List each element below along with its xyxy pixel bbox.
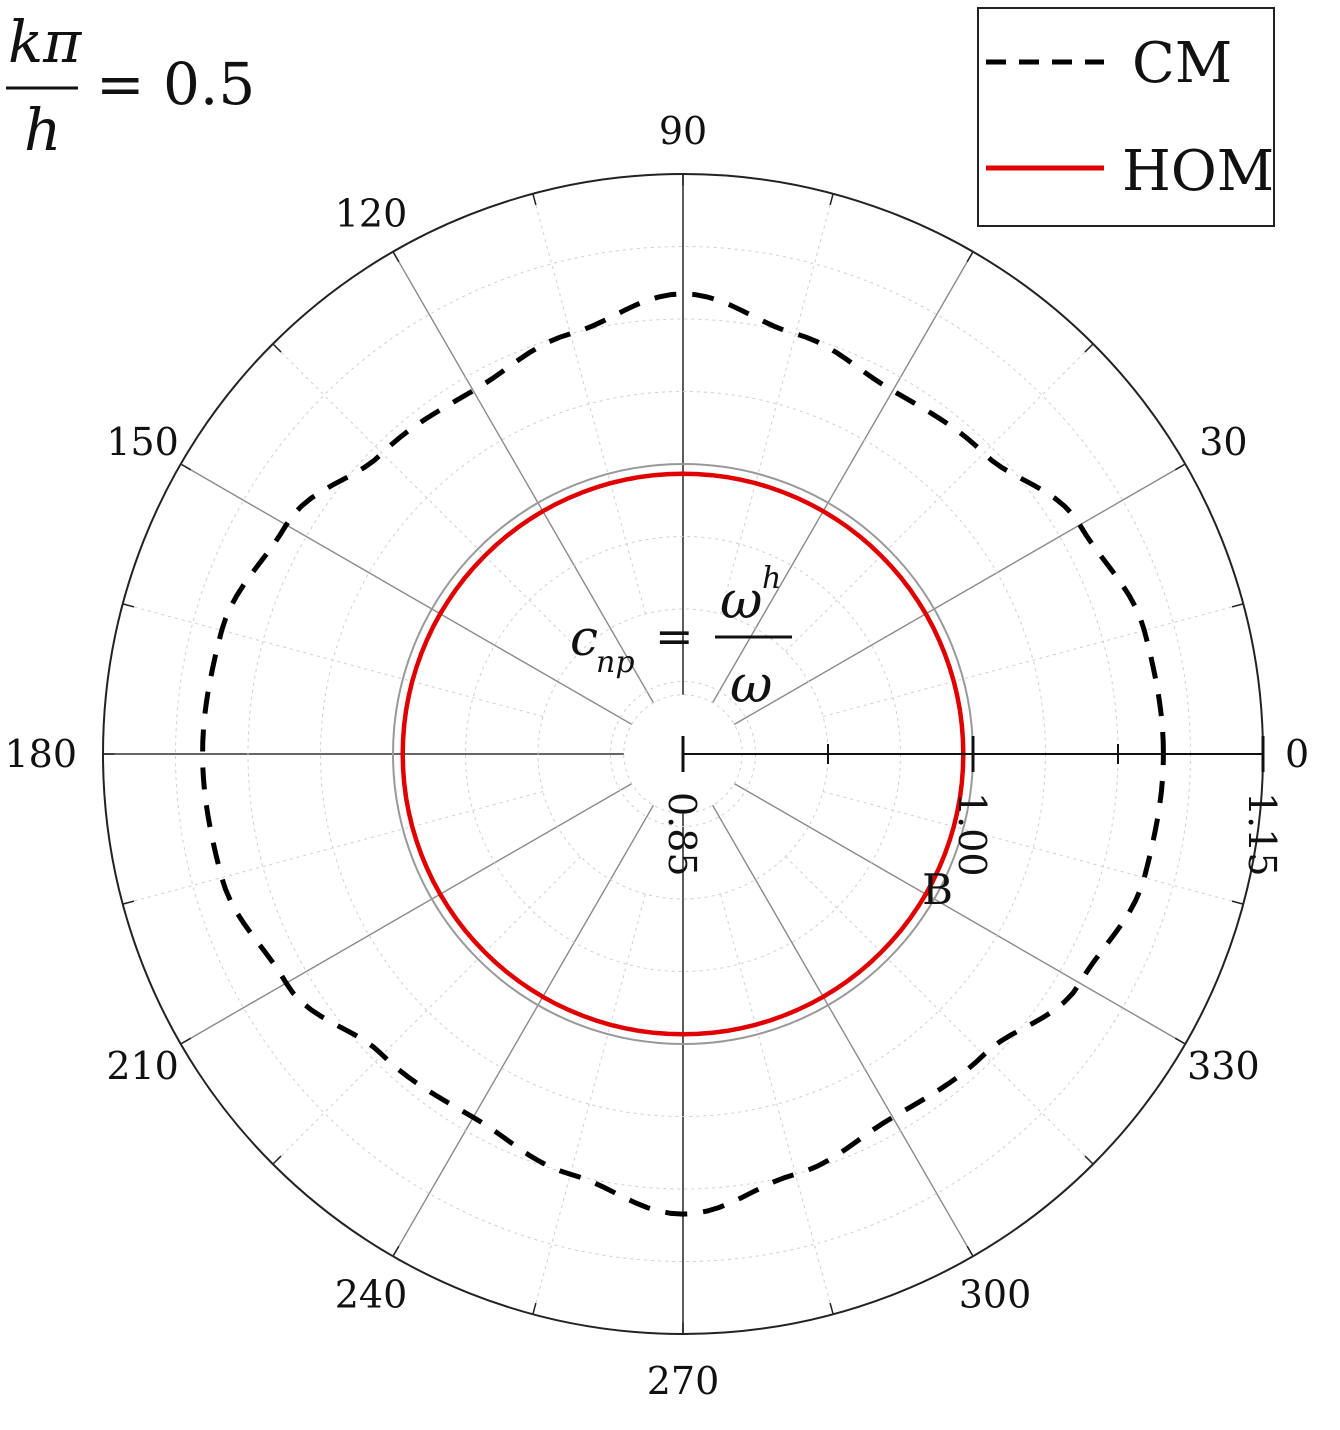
center-equals: =: [655, 609, 694, 663]
angular-tick-label-30: 30: [1199, 420, 1247, 464]
angular-minor-gridline-345: [822, 791, 1244, 905]
outer-tick-75: [829, 193, 834, 206]
radial-tick-label-1.00: 1.00: [950, 792, 994, 877]
outer-tick-60: [966, 251, 974, 263]
outer-tick-165: [122, 603, 135, 608]
title-value: = 0.5: [96, 50, 255, 118]
center-lhs-sub: np: [596, 645, 635, 680]
point-annotation-b: B: [922, 865, 953, 914]
tick-labels: 0 30 90 120 150 180 210 240 270 300 330: [4, 109, 1309, 1403]
radial-tick-label-1.15: 1.15: [1240, 792, 1284, 877]
radial-axis: 0.85 1.00 1.15: [660, 736, 1284, 877]
angular-tick-label-180: 180: [4, 732, 77, 776]
outer-tick-345: [1231, 900, 1244, 905]
outer-tick-30: [1174, 463, 1186, 471]
outer-tick-195: [122, 900, 135, 905]
legend-box: [977, 7, 1275, 227]
outer-tick-45: [1084, 343, 1094, 353]
angular-tick-label-210: 210: [106, 1044, 179, 1088]
center-annotation: c np = ω h ω: [570, 561, 792, 715]
center-lhs: c: [570, 609, 598, 667]
legend-cm-label: CM: [1132, 31, 1232, 96]
angular-tick-label-120: 120: [335, 192, 408, 236]
legend-hom-label: HOM: [1122, 139, 1274, 204]
legend: CM HOM: [977, 7, 1275, 227]
radial-tick-label-0.85: 0.85: [660, 792, 704, 877]
chart-title: kπ h = 0.5: [6, 8, 255, 164]
outer-tick-285: [829, 1302, 834, 1315]
angular-minor-gridline-45: [785, 343, 1094, 652]
angular-tick-label-90: 90: [659, 109, 707, 153]
angular-tick-label-240: 240: [335, 1272, 408, 1316]
angular-tick-label-150: 150: [106, 420, 179, 464]
series-layer: [200, 291, 1166, 1217]
title-numerator: kπ: [8, 8, 82, 76]
outer-tick-225: [272, 1155, 282, 1165]
outer-tick-150: [180, 463, 192, 471]
outer-tick-105: [532, 193, 537, 206]
angular-tick-label-270: 270: [647, 1359, 720, 1403]
angular-tick-label-0: 0: [1285, 732, 1309, 776]
center-denominator: ω: [730, 655, 772, 715]
title-denominator: h: [24, 96, 61, 164]
outer-tick-255: [532, 1302, 537, 1315]
angular-minor-gridline-285: [720, 893, 834, 1315]
angular-minor-gridline-75: [720, 193, 834, 615]
center-numerator: ω: [720, 571, 762, 631]
center-numerator-sup: h: [762, 561, 781, 596]
angular-minor-gridline-255: [532, 893, 646, 1315]
angular-minor-gridline-15: [822, 603, 1244, 717]
outer-tick-300: [966, 1245, 974, 1257]
series-hom-line: [400, 471, 966, 1037]
angular-tick-label-300: 300: [959, 1272, 1032, 1316]
angular-tick-label-330: 330: [1187, 1044, 1260, 1088]
outer-tick-135: [272, 343, 282, 353]
outer-tick-120: [392, 251, 400, 263]
outer-tick-240: [392, 1245, 400, 1257]
outer-tick-330: [1174, 1037, 1186, 1045]
outer-tick-15: [1231, 603, 1244, 608]
outer-tick-315: [1084, 1155, 1094, 1165]
outer-tick-210: [180, 1037, 192, 1045]
